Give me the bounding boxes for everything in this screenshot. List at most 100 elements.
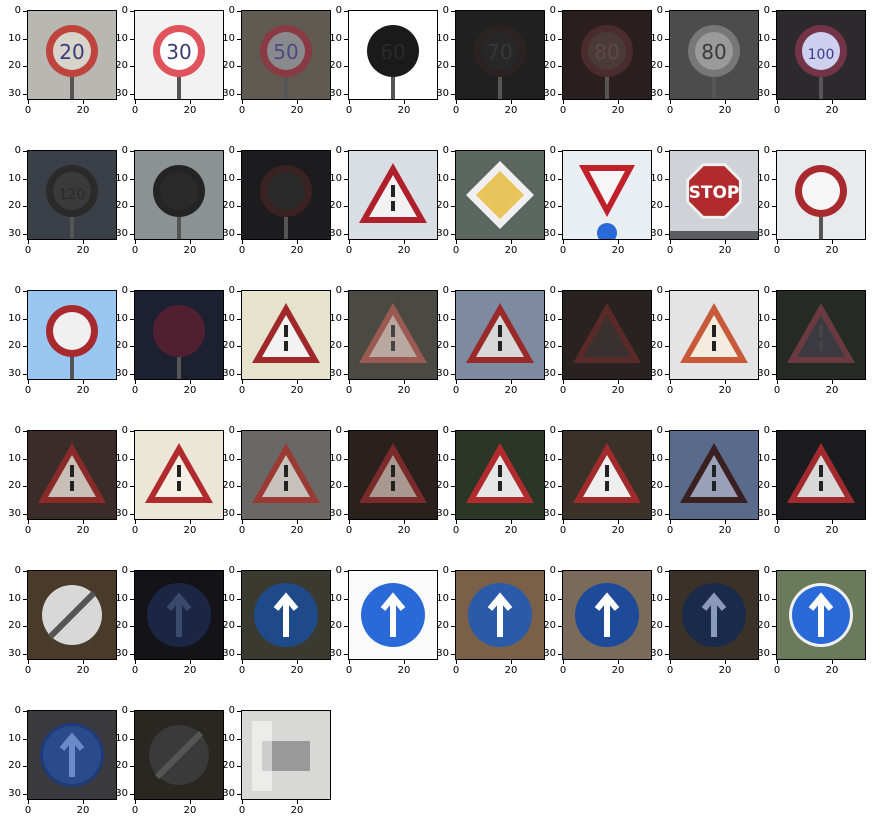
x-tick-mark [511,240,512,244]
y-tick-label: 30 [543,227,556,239]
y-tick-label: 0 [14,565,21,576]
y-tick-label: 10 [222,732,235,744]
x-tick-mark [190,380,191,384]
y-tick-label: 20 [543,60,556,71]
x-tick-mark [242,800,243,804]
x-tick-mark [83,800,84,804]
y-tick-mark [237,291,241,292]
y-tick-label: 20 [222,760,235,771]
x-tick-label: 20 [397,105,411,116]
y-tick-label: 30 [115,367,128,379]
y-tick-mark [558,513,562,515]
x-tick-label: 0 [131,525,139,536]
x-tick-mark [349,240,350,244]
y-tick-mark [558,431,562,432]
traffic-sign-image [242,291,330,379]
y-tick-mark [23,346,27,347]
y-tick-mark [344,151,348,152]
y-tick-label: 10 [329,32,342,44]
traffic-sign-image [563,151,651,239]
x-tick-mark [832,520,833,524]
x-tick-label: 0 [559,105,567,116]
y-tick-label: 20 [115,60,128,71]
x-tick-label: 0 [238,805,246,816]
y-tick-mark [237,486,241,487]
y-tick-mark [130,766,134,767]
y-tick-mark [344,291,348,292]
y-tick-label: 30 [436,507,449,519]
traffic-sign-image [670,431,758,519]
traffic-sign-image: 60 [349,11,437,99]
image-frame: 80 [562,10,652,100]
y-tick-mark [130,291,134,292]
y-tick-label: 20 [650,620,663,631]
y-tick-label: 20 [329,620,342,631]
x-tick-label: 0 [666,665,674,676]
sign-glyph-text: 50 [273,40,298,64]
y-tick-mark [451,431,455,432]
y-tick-mark [237,598,241,600]
x-tick-mark [242,660,243,664]
x-tick-label: 20 [504,385,518,396]
x-tick-label: 0 [452,665,460,676]
x-tick-mark [404,240,405,244]
image-frame: 80 [669,10,759,100]
x-tick-label: 20 [183,525,197,536]
y-tick-label: 0 [549,285,556,296]
y-tick-label: 0 [763,285,770,296]
y-tick-mark [344,233,348,235]
x-tick-mark [832,240,833,244]
y-tick-label: 10 [757,172,770,184]
y-tick-label: 30 [757,227,770,239]
y-tick-label: 20 [8,620,21,631]
x-tick-label: 20 [504,525,518,536]
y-tick-label: 30 [543,507,556,519]
x-tick-mark [297,240,298,244]
traffic-sign-image: 50 [242,11,330,99]
x-tick-label: 20 [183,105,197,116]
sign-thumbnail-11: 0 10 20 30 0 20 [222,146,331,256]
x-tick-label: 0 [238,245,246,256]
traffic-sign-image [349,431,437,519]
y-tick-mark [558,486,562,487]
y-tick-label: 20 [757,200,770,211]
x-tick-label: 0 [452,245,460,256]
x-tick-label: 20 [611,525,625,536]
x-tick-mark [83,380,84,384]
image-frame [27,570,117,660]
sign-thumbnail-21: 0 10 20 30 0 20 [436,286,545,396]
y-tick-label: 10 [8,732,21,744]
y-tick-mark [665,458,669,460]
y-tick-label: 30 [8,367,21,379]
x-tick-label: 0 [24,385,32,396]
y-tick-label: 20 [222,60,235,71]
x-tick-label: 0 [345,385,353,396]
y-tick-label: 10 [222,452,235,464]
y-tick-label: 10 [543,172,556,184]
y-tick-mark [665,151,669,152]
x-tick-label: 20 [183,245,197,256]
x-tick-mark [83,100,84,104]
x-tick-mark [135,660,136,664]
image-frame [241,570,331,660]
y-tick-label: 10 [757,312,770,324]
y-tick-label: 30 [115,787,128,799]
y-tick-label: 20 [436,620,449,631]
y-tick-label: 10 [115,312,128,324]
traffic-sign-image [456,431,544,519]
y-tick-label: 0 [335,5,342,16]
y-tick-mark [558,38,562,40]
y-tick-mark [344,346,348,347]
x-tick-label: 0 [666,525,674,536]
image-frame: 20 [27,10,117,100]
y-tick-label: 20 [757,340,770,351]
y-tick-label: 10 [543,592,556,604]
x-tick-label: 0 [238,105,246,116]
y-tick-mark [344,431,348,432]
y-tick-mark [665,598,669,600]
y-tick-label: 30 [436,367,449,379]
y-tick-label: 20 [222,480,235,491]
y-tick-mark [665,93,669,95]
x-tick-label: 20 [76,805,90,816]
